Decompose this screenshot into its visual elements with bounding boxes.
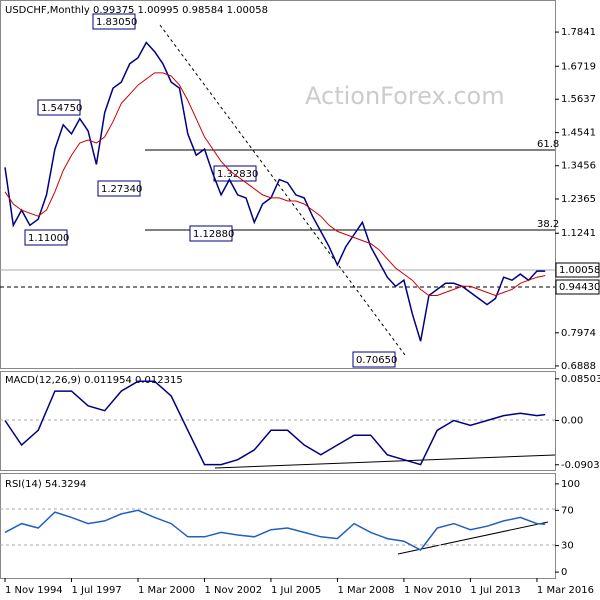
y-tick-label: 30 xyxy=(561,541,574,552)
y-tick-label: 1.2365 xyxy=(561,194,596,205)
annotation: 1.27340 xyxy=(101,184,142,195)
price-label: 1.00058 xyxy=(559,265,600,276)
y-tick-label: 0.7974 xyxy=(561,328,596,339)
y-tick-label: 0.6888 xyxy=(561,361,596,372)
x-tick-label: 1 Jul 2013 xyxy=(470,585,520,596)
annotation: 1.11000 xyxy=(28,233,69,244)
x-tick-label: 1 Nov 2002 xyxy=(204,585,262,596)
annotations: 1.83050 1.54750 1.27340 1.11000 1.32830 … xyxy=(24,13,600,368)
x-tick-label: 1 Mar 2000 xyxy=(138,585,195,596)
rsi-title: RSI(14) 54.3294 xyxy=(5,479,86,490)
x-tick-label: 1 Jul 2005 xyxy=(271,585,321,596)
fib-label: 61.8 xyxy=(537,139,559,150)
series-line xyxy=(4,41,546,342)
y-tick-label: 70 xyxy=(561,505,574,516)
x-tick-label: 1 Nov 1994 xyxy=(5,585,63,596)
series-line xyxy=(4,72,546,297)
trend-line xyxy=(159,24,406,356)
y-tick-label: 1.3456 xyxy=(561,161,596,172)
y-tick-label: 0.00 xyxy=(561,416,583,427)
annotation: 1.12880 xyxy=(193,229,234,240)
macd-frame xyxy=(0,371,556,471)
trend-line xyxy=(397,521,549,555)
y-tick-label: 1.6719 xyxy=(561,61,596,72)
macd-title: MACD(12,26,9) 0.011954 0.012315 xyxy=(5,375,183,386)
series-line xyxy=(4,509,546,551)
level-label: 0.94430 xyxy=(559,282,600,293)
y-tick-label: 0 xyxy=(561,567,567,578)
rsi-frame xyxy=(0,473,556,579)
y-tick-label: 0.085032 xyxy=(561,374,600,385)
annotation: 1.54750 xyxy=(41,103,82,114)
trend-line xyxy=(214,454,556,469)
x-tick-label: 1 Nov 2010 xyxy=(404,585,462,596)
y-tick-label: 1.7841 xyxy=(561,27,596,38)
annotation: 0.70650 xyxy=(356,355,397,366)
annotation: 1.83050 xyxy=(96,17,137,28)
x-tick-label: 1 Jul 1997 xyxy=(71,585,121,596)
y-tick-label: 1.1241 xyxy=(561,228,596,239)
main-frame xyxy=(0,0,556,369)
fib-label: 38.2 xyxy=(537,219,559,230)
watermark: ActionForex.com xyxy=(305,82,505,110)
y-tick-label: 100 xyxy=(561,479,580,490)
annotation: 1.32830 xyxy=(217,169,258,180)
y-tick-label: 1.4541 xyxy=(561,128,596,139)
y-tick-label: -0.090302 xyxy=(561,460,600,471)
series-line xyxy=(4,380,546,466)
x-tick-label: 1 Mar 2008 xyxy=(337,585,394,596)
chart-title: USDCHF,Monthly 0.99375 1.00995 0.98584 1… xyxy=(5,5,268,16)
x-tick-label: 1 Mar 2016 xyxy=(537,585,594,596)
y-tick-label: 1.5637 xyxy=(561,94,596,105)
